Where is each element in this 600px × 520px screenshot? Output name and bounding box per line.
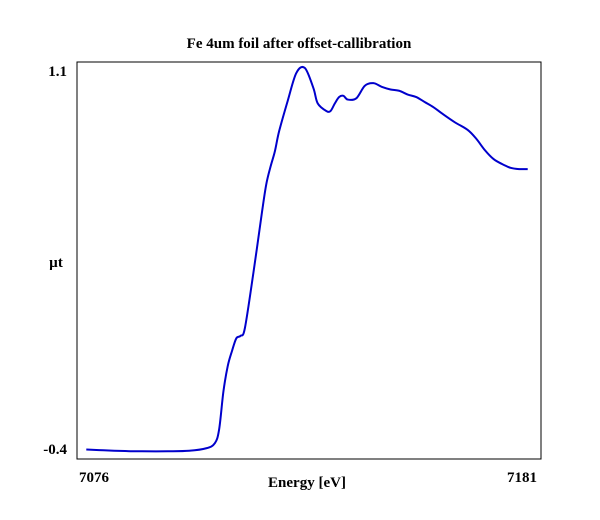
x-tick-label-left: 7076 xyxy=(79,470,110,486)
x-axis-label: Energy [eV] xyxy=(268,475,346,491)
series-line-0 xyxy=(86,65,528,453)
x-tick-label-right: 7181 xyxy=(507,470,537,486)
plot-frame xyxy=(76,61,542,460)
y-tick-label-top: 1.1 xyxy=(48,64,67,80)
y-axis-label: µt xyxy=(49,255,63,271)
y-tick-label-bottom: -0.4 xyxy=(43,442,67,458)
chart-title: Fe 4um foil after offset-callibration xyxy=(187,36,412,52)
series-layer xyxy=(86,65,528,453)
